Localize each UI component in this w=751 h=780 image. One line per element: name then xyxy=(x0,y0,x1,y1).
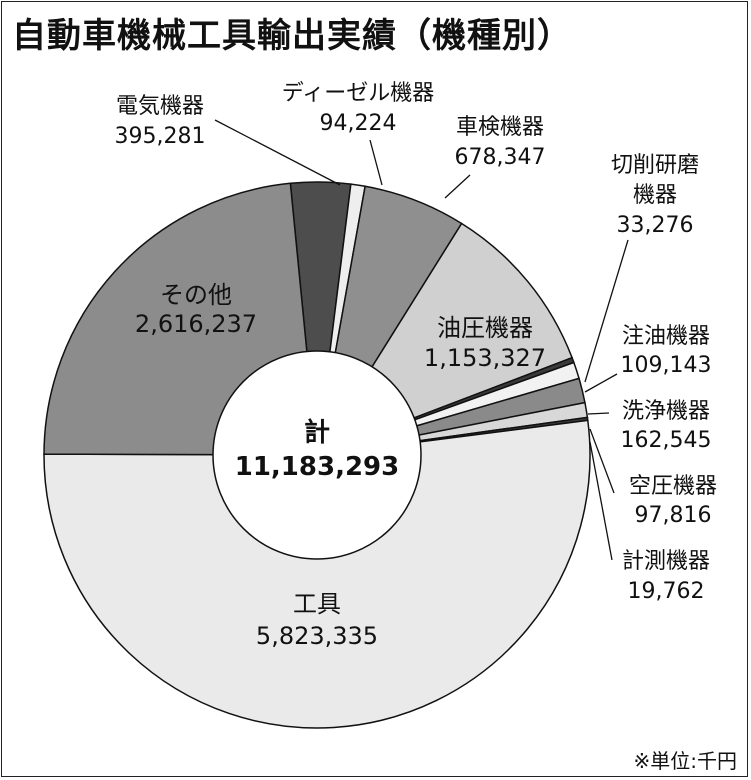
slice-name-1: ディーゼル機器 xyxy=(282,81,434,106)
slice-value-2: 678,347 xyxy=(455,145,546,170)
slice-value-10: 2,616,237 xyxy=(135,310,257,338)
slice-name-10: その他 xyxy=(160,281,232,309)
leader-line-6 xyxy=(587,412,610,415)
donut-hole xyxy=(212,350,422,560)
slice-value-9: 5,823,335 xyxy=(256,622,378,650)
leader-line-4 xyxy=(584,239,629,383)
slice-name-3: 油圧機器 xyxy=(437,314,533,342)
slice-name-5: 注油機器 xyxy=(622,324,710,349)
slice-name-8: 計測機器 xyxy=(622,549,710,574)
center-label: 計 xyxy=(304,417,330,448)
center-value: 11,183,293 xyxy=(235,452,399,482)
slice-name-6: 洗浄機器 xyxy=(622,399,710,424)
slice-name-2: 車検機器 xyxy=(456,115,544,140)
slice-9 xyxy=(43,419,591,729)
slice-name-9: 工具 xyxy=(293,590,341,618)
slice-value-5: 109,143 xyxy=(621,353,712,378)
unit-note: ※単位:千円 xyxy=(633,749,738,773)
slice-value-4: 33,276 xyxy=(617,213,694,238)
leader-line-2 xyxy=(444,174,471,199)
slice-value-3: 1,153,327 xyxy=(424,344,546,372)
slice-name-7: 空圧機器 xyxy=(629,474,717,499)
slice-value-8: 19,762 xyxy=(628,579,705,604)
slice-name-4: 機器 xyxy=(633,183,677,208)
leader-line-8 xyxy=(589,441,613,561)
slice-value-6: 162,545 xyxy=(621,428,712,453)
slice-name-0: 電気機器 xyxy=(116,94,204,119)
slice-value-7: 97,816 xyxy=(635,503,712,528)
slice-name-4: 切削研磨 xyxy=(611,153,699,178)
leader-line-0 xyxy=(214,119,341,186)
slice-value-0: 395,281 xyxy=(115,124,206,149)
slice-value-1: 94,224 xyxy=(320,111,397,136)
leader-line-1 xyxy=(369,139,383,186)
leader-line-7 xyxy=(589,428,615,494)
chart-title: 自動車機械工具輸出実績（機種別） xyxy=(12,16,572,56)
leader-line-5 xyxy=(584,373,618,393)
